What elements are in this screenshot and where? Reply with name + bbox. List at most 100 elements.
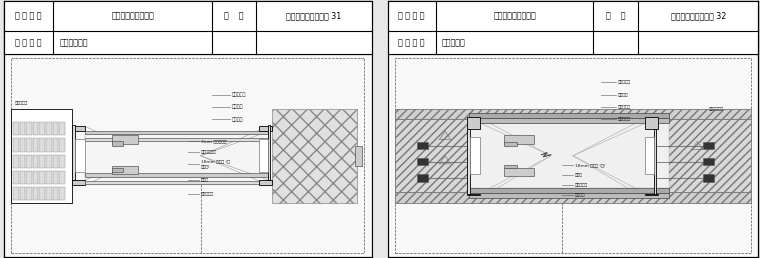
Text: 成品木饰条: 成品木饰条 <box>618 80 631 84</box>
Bar <box>645 138 654 174</box>
Bar <box>33 155 38 168</box>
Bar <box>13 139 18 152</box>
Bar <box>654 119 751 192</box>
Text: 适 用 范 围: 适 用 范 围 <box>398 38 425 47</box>
Bar <box>112 166 138 174</box>
Bar <box>388 31 758 54</box>
Text: 适 用 范 围: 适 用 范 围 <box>398 38 425 47</box>
Bar <box>27 139 32 152</box>
Bar <box>27 187 32 200</box>
Bar <box>52 122 59 135</box>
Bar <box>84 138 268 141</box>
Text: 适 用 范 围: 适 用 范 围 <box>15 38 42 47</box>
Text: 项 目 名 称: 项 目 名 称 <box>15 11 42 20</box>
Text: 墙面木饰面细部构造: 墙面木饰面细部构造 <box>111 11 154 20</box>
Bar <box>40 155 45 168</box>
Text: 各种轻质隔墙: 各种轻质隔墙 <box>59 38 88 47</box>
Text: 适 用 范 围: 适 用 范 围 <box>15 38 42 47</box>
Bar <box>46 139 52 152</box>
Bar <box>72 180 84 185</box>
Bar <box>59 139 65 152</box>
Text: 热镀锌管件: 热镀锌管件 <box>15 101 28 105</box>
Bar <box>505 165 518 168</box>
Text: 成品门套施工示意图 32: 成品门套施工示意图 32 <box>670 11 726 20</box>
Text: 防火气密封条: 防火气密封条 <box>201 150 217 154</box>
Bar <box>645 194 658 195</box>
Bar <box>259 180 272 185</box>
Bar <box>27 155 32 168</box>
Bar <box>72 126 84 131</box>
Bar <box>388 1 758 257</box>
Text: 墙面木饰面细部构造: 墙面木饰面细部构造 <box>493 11 536 20</box>
Bar <box>703 142 714 149</box>
Bar <box>52 139 59 152</box>
Bar <box>20 122 25 135</box>
Bar <box>59 155 65 168</box>
Bar <box>645 117 658 129</box>
Text: 墙面上饰板条: 墙面上饰板条 <box>708 107 724 111</box>
Text: 3mm 厚铝材料板: 3mm 厚铝材料板 <box>201 140 226 143</box>
Bar <box>20 187 25 200</box>
Bar <box>84 134 268 177</box>
Bar <box>4 1 372 31</box>
Bar <box>11 58 364 253</box>
Bar <box>388 1 758 31</box>
Bar <box>33 122 38 135</box>
Bar <box>20 155 25 168</box>
Text: 成品门套施工示意图 31: 成品门套施工示意图 31 <box>286 11 341 20</box>
Bar <box>469 123 670 188</box>
Text: 砖、混凝体: 砖、混凝体 <box>533 38 556 47</box>
Bar <box>703 174 714 182</box>
Bar <box>467 117 480 129</box>
Bar <box>11 109 72 203</box>
Bar <box>395 192 751 203</box>
Bar <box>469 118 670 123</box>
Text: 石材胶夹: 石材胶夹 <box>618 93 628 97</box>
Bar <box>112 141 123 146</box>
Bar <box>40 187 45 200</box>
Text: 18mm 多层板 (防/: 18mm 多层板 (防/ <box>575 163 605 167</box>
Text: 成品木饰条: 成品木饰条 <box>232 92 246 97</box>
Bar <box>372 0 388 258</box>
Bar <box>469 113 670 118</box>
Text: 墙面木饰面细部构造: 墙面木饰面细部构造 <box>111 11 154 20</box>
Bar <box>84 131 268 134</box>
Text: 成品木饰条: 成品木饰条 <box>201 192 214 196</box>
Bar <box>654 129 657 194</box>
Text: 木夹板条: 木夹板条 <box>232 117 243 122</box>
Bar <box>59 122 65 135</box>
Bar <box>388 54 758 257</box>
Bar <box>33 187 38 200</box>
Bar <box>268 125 271 180</box>
Bar <box>13 171 18 184</box>
Text: 石材胶夹: 石材胶夹 <box>232 104 243 109</box>
Text: 水泥压板: 水泥压板 <box>575 194 585 197</box>
Bar <box>259 139 268 172</box>
Bar <box>469 194 670 198</box>
Bar <box>505 135 534 143</box>
Text: 木基层: 木基层 <box>201 178 208 182</box>
Text: 18mm 多层板 (防
腐处理): 18mm 多层板 (防 腐处理) <box>201 159 230 168</box>
Bar <box>505 142 518 146</box>
Text: 项 目 名 称: 项 目 名 称 <box>398 11 425 20</box>
Bar <box>40 122 45 135</box>
Bar <box>52 155 59 168</box>
Bar <box>4 54 372 257</box>
Bar <box>46 122 52 135</box>
Text: 墙面找平层: 墙面找平层 <box>618 117 631 121</box>
Text: 名    称: 名 称 <box>224 11 243 20</box>
Bar <box>40 171 45 184</box>
Bar <box>46 187 52 200</box>
Text: 名    称: 名 称 <box>606 11 625 20</box>
Bar <box>505 168 534 176</box>
Bar <box>417 158 429 165</box>
Text: 名    称: 名 称 <box>606 11 625 20</box>
Bar <box>27 122 32 135</box>
Bar <box>52 187 59 200</box>
Bar <box>4 31 372 54</box>
Bar <box>59 187 65 200</box>
Text: 名    称: 名 称 <box>224 11 243 20</box>
Bar <box>84 181 268 184</box>
Bar <box>13 187 18 200</box>
Bar <box>469 188 670 194</box>
